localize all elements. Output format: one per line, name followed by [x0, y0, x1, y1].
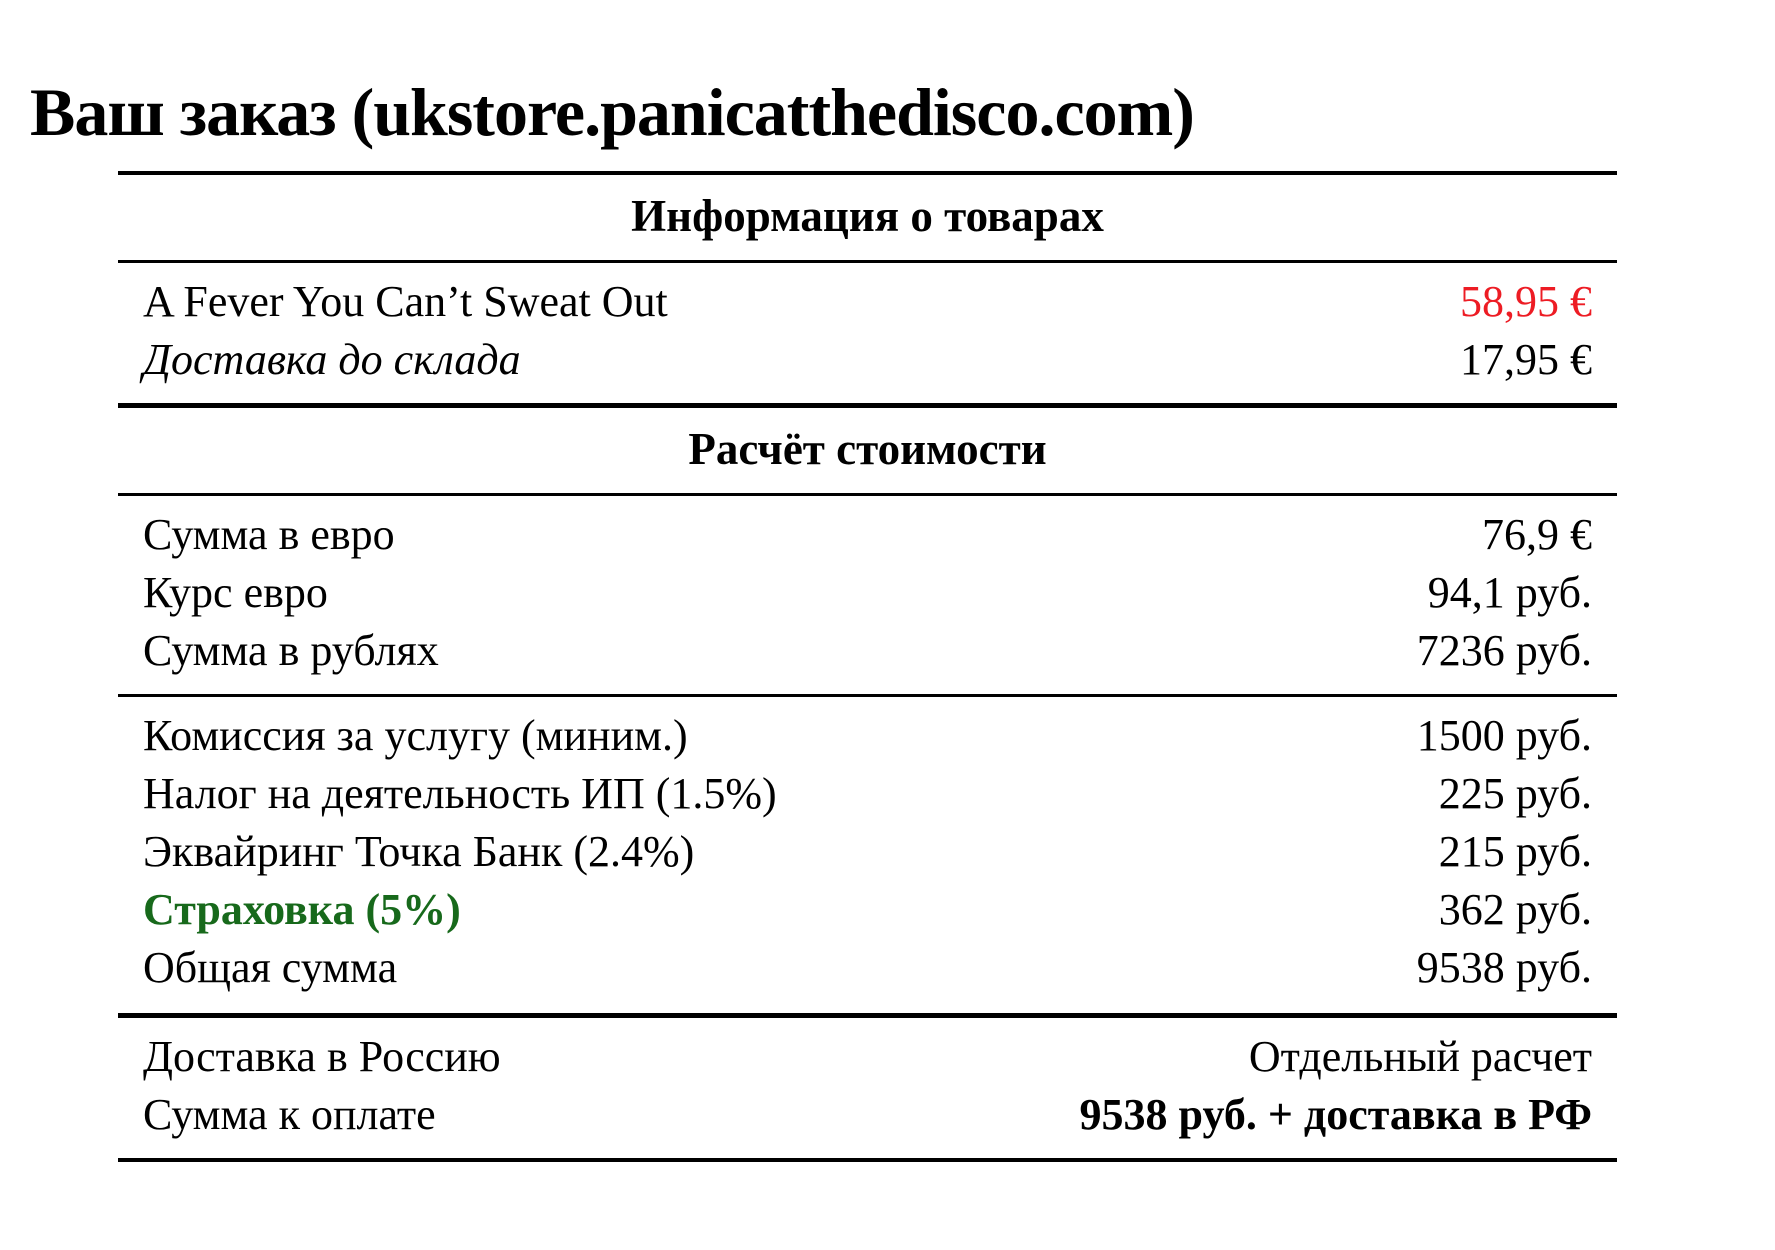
euro-group-rule [118, 694, 1617, 697]
service-fee-label: Комиссия за услугу (миним.) [143, 711, 688, 760]
items-section: A Fever You Can’t Sweat Out 58,95 € Дост… [118, 263, 1617, 403]
payable-value: 9538 руб. + доставка в РФ [1079, 1090, 1592, 1139]
row-insurance: Страховка (5%) 362 руб. [143, 881, 1592, 939]
sum-eur-value: 76,9 € [1482, 510, 1592, 559]
calculation-group-euro: Сумма в евро 76,9 € Курс евро 94,1 руб. … [118, 496, 1617, 694]
row-product: A Fever You Can’t Sweat Out 58,95 € [143, 273, 1592, 331]
insurance-label: Страховка (5%) [143, 885, 461, 934]
row-warehouse-delivery: Доставка до склада 17,95 € [143, 331, 1592, 389]
items-bottom-rule [118, 403, 1617, 408]
table-top-rule [118, 171, 1617, 175]
total-label: Общая сумма [143, 943, 398, 992]
sum-rub-value: 7236 руб. [1416, 626, 1592, 675]
russia-delivery-label: Доставка в Россию [143, 1032, 501, 1081]
payable-label: Сумма к оплате [143, 1090, 436, 1139]
row-acquiring: Эквайринг Точка Банк (2.4%) 215 руб. [143, 823, 1592, 881]
product-name: A Fever You Can’t Sweat Out [143, 277, 668, 326]
section-header-calculation: Расчёт стоимости [688, 424, 1047, 474]
row-sum-rub: Сумма в рублях 7236 руб. [143, 622, 1592, 680]
items-header-rule [118, 260, 1617, 263]
sum-eur-label: Сумма в евро [143, 510, 395, 559]
section-header-items: Информация о товарах [631, 191, 1104, 241]
eur-rate-label: Курс евро [143, 568, 328, 617]
order-table: Информация о товарах A Fever You Can’t S… [118, 171, 1617, 1162]
calculation-group-fees: Комиссия за услугу (миним.) 1500 руб. На… [118, 697, 1617, 1013]
acquiring-value: 215 руб. [1438, 827, 1592, 876]
russia-delivery-value: Отдельный расчет [1248, 1032, 1592, 1081]
row-service-fee: Комиссия за услугу (миним.) 1500 руб. [143, 707, 1592, 765]
service-fee-value: 1500 руб. [1416, 711, 1592, 760]
total-value: 9538 руб. [1416, 943, 1592, 992]
warehouse-delivery-label: Доставка до склада [143, 335, 521, 384]
tax-label: Налог на деятельность ИП (1.5%) [143, 769, 777, 818]
calculation-group-final: Доставка в Россию Отдельный расчет Сумма… [118, 1018, 1617, 1158]
table-bottom-rule [118, 1158, 1617, 1162]
row-payable: Сумма к оплате 9538 руб. + доставка в РФ [143, 1086, 1592, 1144]
fees-group-rule [118, 1013, 1617, 1018]
acquiring-label: Эквайринг Точка Банк (2.4%) [143, 827, 695, 876]
row-sum-eur: Сумма в евро 76,9 € [143, 506, 1592, 564]
tax-value: 225 руб. [1438, 769, 1592, 818]
insurance-value: 362 руб. [1438, 885, 1592, 934]
sum-rub-label: Сумма в рублях [143, 626, 439, 675]
row-russia-delivery: Доставка в Россию Отдельный расчет [143, 1028, 1592, 1086]
warehouse-delivery-price: 17,95 € [1460, 335, 1592, 384]
product-price: 58,95 € [1460, 277, 1592, 326]
calculation-header-rule [118, 493, 1617, 496]
row-total: Общая сумма 9538 руб. [143, 939, 1592, 997]
row-eur-rate: Курс евро 94,1 руб. [143, 564, 1592, 622]
eur-rate-value: 94,1 руб. [1427, 568, 1592, 617]
page-title: Ваш заказ (ukstore.panicatthedisco.com) [30, 73, 1195, 150]
row-tax: Налог на деятельность ИП (1.5%) 225 руб. [143, 765, 1592, 823]
